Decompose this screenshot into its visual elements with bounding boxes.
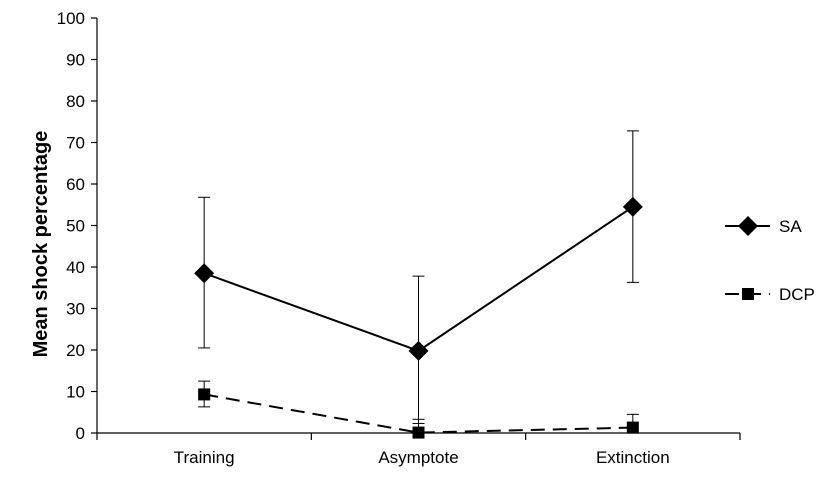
data-point bbox=[194, 263, 215, 284]
y-tick-label: 80 bbox=[66, 92, 85, 111]
legend: SA DCP bbox=[725, 216, 815, 304]
data-point bbox=[412, 426, 425, 439]
series-layer bbox=[194, 130, 643, 439]
series-dcp bbox=[198, 380, 639, 439]
y-tick-label: 40 bbox=[66, 258, 85, 277]
data-point bbox=[622, 196, 643, 217]
x-ticks: Training Asymptote Extinction bbox=[96, 433, 741, 467]
legend-label: DCP bbox=[779, 285, 815, 304]
y-tick-label: 50 bbox=[66, 217, 85, 236]
legend-marker bbox=[742, 288, 754, 300]
y-tick-label: 70 bbox=[66, 134, 85, 153]
legend-label: SA bbox=[779, 217, 802, 236]
x-tick-label: Extinction bbox=[596, 448, 670, 467]
series-sa bbox=[194, 130, 643, 424]
y-tick-label: 0 bbox=[76, 424, 85, 443]
y-tick-label: 10 bbox=[66, 383, 85, 402]
data-point bbox=[198, 388, 211, 401]
y-tick-label: 60 bbox=[66, 175, 85, 194]
data-point bbox=[626, 421, 639, 434]
y-tick-label: 30 bbox=[66, 300, 85, 319]
x-tick-label: Training bbox=[174, 448, 235, 467]
y-tick-label: 100 bbox=[57, 9, 85, 28]
data-point bbox=[408, 340, 429, 361]
x-tick-label: Asymptote bbox=[378, 448, 458, 467]
y-tick-label: 20 bbox=[66, 341, 85, 360]
legend-marker bbox=[738, 216, 758, 236]
y-axis-title: Mean shock percentage bbox=[30, 131, 52, 358]
series-line bbox=[203, 393, 633, 434]
y-ticks: 0 10 20 30 40 50 60 70 80 90 100 bbox=[57, 9, 97, 443]
y-tick-label: 90 bbox=[66, 51, 85, 70]
